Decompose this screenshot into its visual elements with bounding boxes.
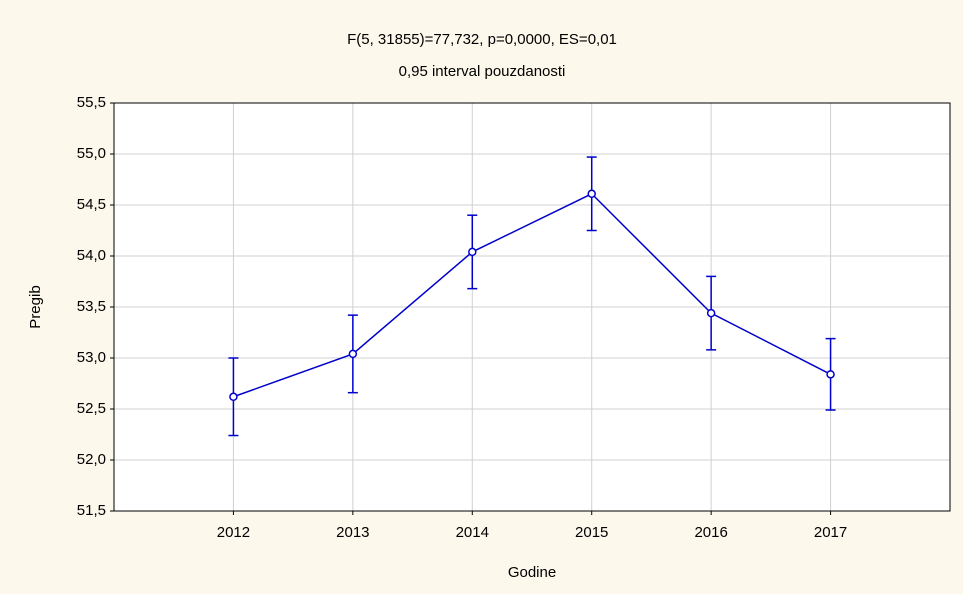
y-tick-label: 53,0 <box>77 349 106 366</box>
data-point <box>229 392 238 402</box>
x-tick-label: 2017 <box>814 524 847 541</box>
x-tick-label: 2016 <box>694 524 727 541</box>
x-tick-label: 2015 <box>575 524 608 541</box>
x-tick-label: 2014 <box>456 524 489 541</box>
y-tick-label: 51,5 <box>77 502 106 519</box>
y-tick-label: 55,0 <box>77 145 106 162</box>
data-point <box>826 370 835 379</box>
y-tick-label: 52,0 <box>77 451 106 468</box>
chart-title: F(5, 31855)=77,732, p=0,0000, ES=0,01 <box>347 31 617 48</box>
plot-frame <box>113 102 951 512</box>
y-tick-label: 54,0 <box>77 247 106 264</box>
x-tick-label: 2012 <box>217 524 250 541</box>
data-line <box>233 192 831 398</box>
y-tick-label: 52,5 <box>77 400 106 417</box>
data-point <box>706 308 716 318</box>
y-tick-label: 54,5 <box>77 196 106 213</box>
data-point <box>468 247 477 257</box>
data-point <box>348 349 358 359</box>
chart-subtitle: 0,95 interval pouzdanosti <box>399 63 566 80</box>
y-tick-label: 53,5 <box>77 298 106 315</box>
y-tick-label: 55,5 <box>77 94 106 111</box>
x-axis-label: Godine <box>508 564 556 581</box>
y-axis-label: Pregib <box>27 285 44 328</box>
x-tick-label: 2013 <box>336 524 369 541</box>
data-point <box>587 189 596 199</box>
